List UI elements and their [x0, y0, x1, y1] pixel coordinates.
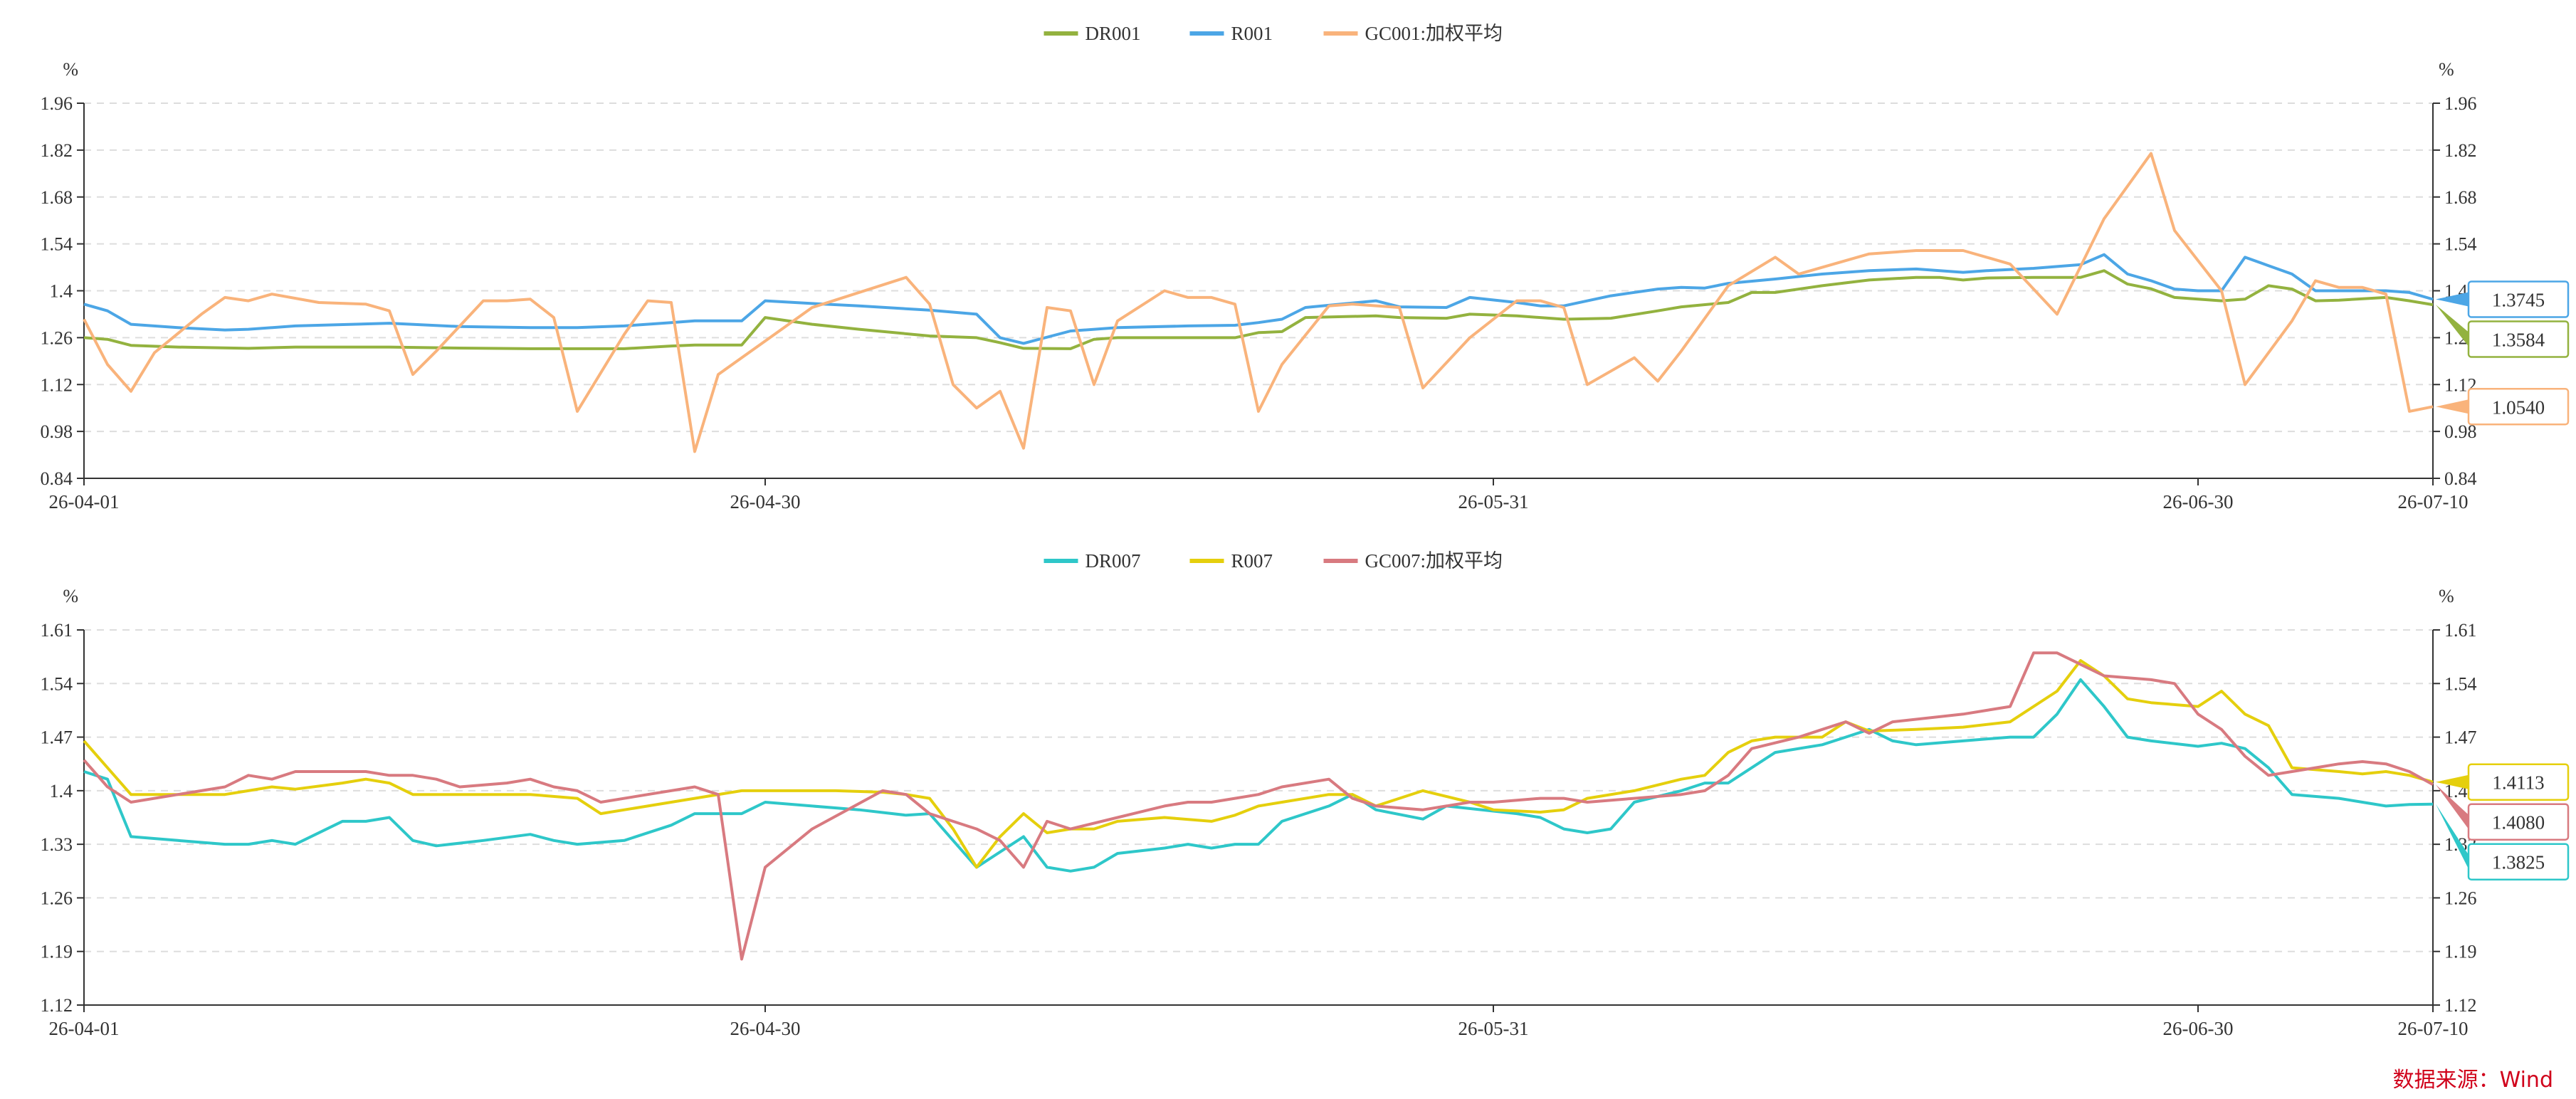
end-value-pointer: [2436, 399, 2469, 414]
y-tick-label-left: 0.98: [41, 421, 73, 442]
y-tick-label-left: 1.68: [41, 187, 73, 208]
y-unit-label-right: %: [2439, 586, 2454, 606]
x-tick-label: 26-04-01: [49, 491, 120, 512]
legend-label: DR001: [1085, 23, 1141, 44]
y-tick-label-right: 1.19: [2444, 942, 2477, 962]
y-tick-label-left: 1.82: [41, 140, 73, 161]
legend-item-dr001[interactable]: DR001: [1043, 23, 1141, 44]
y-unit-label-right: %: [2439, 59, 2454, 80]
series-line-dr007: [83, 678, 2434, 873]
x-tick-label: 26-06-30: [2163, 1018, 2234, 1039]
chart-panel-overnight: 0.84 0.840.98 0.981.12 1.121.26 1.261.4 1.41.…: [41, 23, 2570, 512]
legend-label: R001: [1231, 23, 1273, 44]
end-value-pointer: [2436, 784, 2469, 829]
y-tick-label-left: 1.54: [41, 673, 73, 694]
end-value-text: 1.3584: [2492, 329, 2545, 350]
legend-item-r007[interactable]: R007: [1189, 550, 1273, 572]
series-line-gc001: [83, 152, 2434, 453]
y-tick-label-left: 1.26: [41, 888, 73, 908]
y-tick-label-left: 1.4: [50, 281, 73, 302]
y-tick-label-left: 1.47: [41, 727, 73, 748]
series-line-r007: [83, 659, 2434, 869]
end-value-pointer: [2436, 804, 2469, 869]
y-tick-label-right: 1.26: [2444, 888, 2477, 908]
legend-label: R007: [1231, 550, 1273, 572]
end-value-text: 1.3745: [2492, 289, 2545, 310]
data-source-note: 数据来源：Wind: [2392, 1068, 2553, 1093]
end-value-label-dr007: 1.3825: [2436, 804, 2570, 880]
legend-item-gc001[interactable]: GC001:加权平均: [1323, 23, 1503, 44]
y-tick-label-left: 0.84: [41, 468, 73, 489]
y-tick-label-left: 1.12: [41, 374, 73, 395]
y-tick-label-right: 1.68: [2444, 187, 2477, 208]
x-tick-label: 26-06-30: [2163, 491, 2234, 512]
end-value-label-r007: 1.4113: [2436, 763, 2570, 801]
y-tick-label-right: 1.96: [2444, 93, 2477, 114]
legend-label: GC001:加权平均: [1365, 23, 1503, 44]
x-tick-label: 26-05-31: [1458, 1018, 1529, 1039]
end-value-label-dr001: 1.3584: [2436, 305, 2570, 358]
x-tick-label: 26-04-30: [730, 491, 801, 512]
end-value-pointer: [2436, 292, 2469, 307]
legend-item-dr007[interactable]: DR007: [1043, 550, 1141, 572]
end-value-text: 1.4080: [2492, 812, 2545, 834]
end-value-box: [2467, 763, 2570, 801]
legend-label: DR007: [1085, 550, 1141, 572]
end-value-text: 1.3825: [2492, 852, 2545, 873]
y-tick-label-right: 1.61: [2444, 620, 2477, 641]
y-tick-label-left: 1.96: [41, 93, 73, 114]
y-tick-label-left: 1.61: [41, 620, 73, 641]
series-line-dr001: [83, 269, 2434, 350]
x-tick-label: 26-07-10: [2398, 491, 2469, 512]
y-tick-label-right: 1.82: [2444, 140, 2477, 161]
end-value-text: 1.4113: [2492, 772, 2544, 794]
y-unit-label-left: %: [63, 586, 78, 606]
end-value-label-gc001: 1.0540: [2436, 388, 2570, 426]
end-value-label-gc007: 1.4080: [2436, 784, 2570, 841]
y-tick-label-left: 1.26: [41, 327, 73, 348]
y-tick-label-right: 0.84: [2444, 468, 2477, 489]
end-value-box: [2467, 388, 2570, 426]
chart-panel-seven-day: 1.121.121.191.191.261.261.331.331.41.41.…: [41, 550, 2570, 1039]
x-tick-label: 26-04-30: [730, 1018, 801, 1039]
y-tick-label-right: 1.54: [2444, 673, 2477, 694]
x-tick-label: 26-05-31: [1458, 491, 1529, 512]
y-unit-label-left: %: [63, 59, 78, 80]
y-tick-label-right: 1.47: [2444, 727, 2477, 748]
end-value-text: 1.0540: [2492, 396, 2545, 418]
y-tick-label-left: 1.54: [41, 234, 73, 255]
x-tick-label: 26-07-10: [2398, 1018, 2469, 1039]
y-tick-label-left: 1.12: [41, 995, 73, 1016]
series-line-gc007: [83, 651, 2434, 961]
series-line-r001: [83, 253, 2434, 345]
y-tick-label-right: 1.54: [2444, 234, 2477, 255]
end-value-label-r001: 1.3745: [2436, 280, 2570, 318]
end-value-box: [2467, 803, 2570, 841]
end-value-box: [2467, 843, 2570, 880]
end-value-pointer: [2436, 774, 2469, 789]
x-tick-label: 26-04-01: [49, 1018, 120, 1039]
legend-item-r001[interactable]: R001: [1189, 23, 1273, 44]
y-tick-label-left: 1.4: [50, 781, 73, 801]
end-value-box: [2467, 320, 2570, 358]
legend-label: GC007:加权平均: [1365, 550, 1503, 572]
y-tick-label-left: 1.19: [41, 942, 73, 962]
y-tick-label-right: 1.12: [2444, 995, 2477, 1016]
end-value-pointer: [2436, 305, 2469, 347]
y-tick-label-left: 1.33: [41, 834, 73, 855]
legend-item-gc007[interactable]: GC007:加权平均: [1323, 550, 1503, 572]
end-value-box: [2467, 280, 2570, 318]
